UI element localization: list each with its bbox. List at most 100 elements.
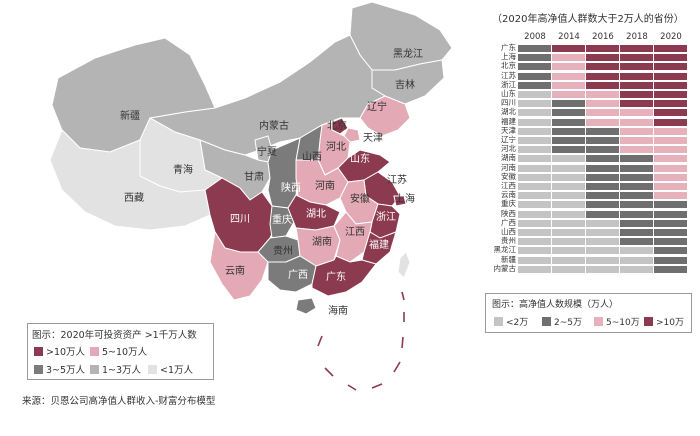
grid-cell <box>620 192 653 200</box>
grid-cell <box>552 210 585 218</box>
grid-cell <box>586 229 619 236</box>
grid-cell <box>620 127 653 135</box>
legend-label: 5~10万人 <box>102 347 148 358</box>
grid-year-label: 2020 <box>660 32 682 42</box>
grid-cell <box>654 238 687 246</box>
grid-cell <box>654 45 687 52</box>
province-label: 江西 <box>345 226 365 238</box>
grid-cell <box>654 137 687 144</box>
legend-swatch <box>90 364 99 374</box>
grid-province-name: 浙江 <box>501 79 516 89</box>
grid-province-name: 河南 <box>501 162 516 172</box>
grid-cell <box>518 256 551 264</box>
grid-cell <box>518 146 551 154</box>
legend-label: 2~5万 <box>554 318 582 328</box>
grid-cell <box>620 238 653 246</box>
grid-cell <box>552 81 585 89</box>
grid-cell <box>586 201 619 209</box>
map-legend-item: 1~3万人 <box>90 362 141 376</box>
grid-province-name: 河北 <box>501 144 516 154</box>
grid-province-name: 贵州 <box>501 236 516 246</box>
province-label: 甘肃 <box>244 170 264 183</box>
grid-legend-item: 5~10万 <box>594 315 640 328</box>
province-label: 江苏 <box>387 173 407 186</box>
grid-cell <box>654 201 687 209</box>
grid-province-name: 山西 <box>501 227 516 236</box>
grid-cell <box>620 137 653 144</box>
grid-year-label: 2014 <box>558 32 580 42</box>
grid-cell <box>552 247 585 255</box>
province-label: 吉林 <box>395 78 415 91</box>
province-label: 安徽 <box>350 192 370 205</box>
grid-cell <box>586 210 619 218</box>
province-label: 天津 <box>363 132 383 144</box>
grid-cell <box>552 201 585 209</box>
grid-province-name: 福建 <box>501 116 516 126</box>
grid-cell <box>518 100 551 108</box>
grid-cell <box>620 247 653 255</box>
province-label: 福建 <box>369 238 389 251</box>
grid-cell <box>620 210 653 218</box>
grid-legend-item: 2~5万 <box>542 315 582 328</box>
grid-province-name: 陕西 <box>501 208 516 218</box>
grid-cell <box>586 54 619 62</box>
grid-cell <box>518 238 551 246</box>
grid-cell <box>552 164 585 172</box>
grid-cell <box>654 256 687 264</box>
grid-cell <box>620 146 653 154</box>
grid-cell <box>552 63 585 71</box>
grid-cell <box>620 155 653 163</box>
grid-legend: 图示：高净值人数规模（万人） <2万 2~5万 5~10万 >10万 <box>485 293 692 333</box>
grid-cell <box>552 183 585 190</box>
grid-cell <box>620 72 653 80</box>
grid-cell <box>586 72 619 80</box>
grid-cell <box>552 265 585 273</box>
grid-cell <box>620 219 653 227</box>
grid-cell <box>586 81 619 89</box>
legend-label: >10万人 <box>46 347 86 358</box>
grid-province-name: 上海 <box>501 52 516 62</box>
legend-swatch <box>34 346 43 356</box>
grid-cell <box>586 219 619 227</box>
grid-legend-item: <2万 <box>494 315 528 328</box>
grid-cell <box>620 201 653 209</box>
province-label: 上海 <box>395 192 415 205</box>
grid-cell <box>620 183 653 190</box>
grid-cell <box>518 192 551 200</box>
grid-cell <box>518 118 551 126</box>
grid-cell <box>518 91 551 98</box>
grid-province-name: 四川 <box>501 98 516 108</box>
grid-province-name: 云南 <box>501 190 516 200</box>
grid-cell <box>518 137 551 144</box>
grid-cell <box>586 100 619 108</box>
legend-swatch <box>644 317 653 326</box>
grid-cell <box>518 201 551 209</box>
grid-province-name: 江西 <box>501 181 516 190</box>
grid-cell <box>518 229 551 236</box>
nine-dash-segment <box>317 335 323 347</box>
province-label: 贵州 <box>273 244 293 257</box>
map-legend-item: 5~10万人 <box>90 344 147 358</box>
grid-cell <box>552 238 585 246</box>
grid-cell <box>518 247 551 255</box>
grid-cell <box>552 256 585 264</box>
province-label: 宁夏 <box>257 145 277 158</box>
grid-cell <box>518 109 551 117</box>
nine-dash-segment <box>347 384 357 391</box>
grid-cell <box>654 118 687 126</box>
grid-province-name: 山东 <box>501 89 516 98</box>
grid-cell <box>654 63 687 71</box>
grid-cell <box>620 229 653 236</box>
grid-year-header: 2008 2014 2016 2018 2020 <box>518 32 688 44</box>
grid-province-name: 新疆 <box>501 254 516 264</box>
province-label: 陕西 <box>281 181 301 194</box>
grid-cell <box>586 45 619 52</box>
grid-cell <box>518 45 551 52</box>
province-shape <box>311 255 377 297</box>
map-legend-title: 图示：2020年可投资资产 >1千万人数 <box>32 330 197 341</box>
province-label: 新疆 <box>120 109 140 122</box>
grid-cell <box>552 91 585 98</box>
grid-cell <box>654 155 687 163</box>
province-label: 湖北 <box>306 208 326 220</box>
